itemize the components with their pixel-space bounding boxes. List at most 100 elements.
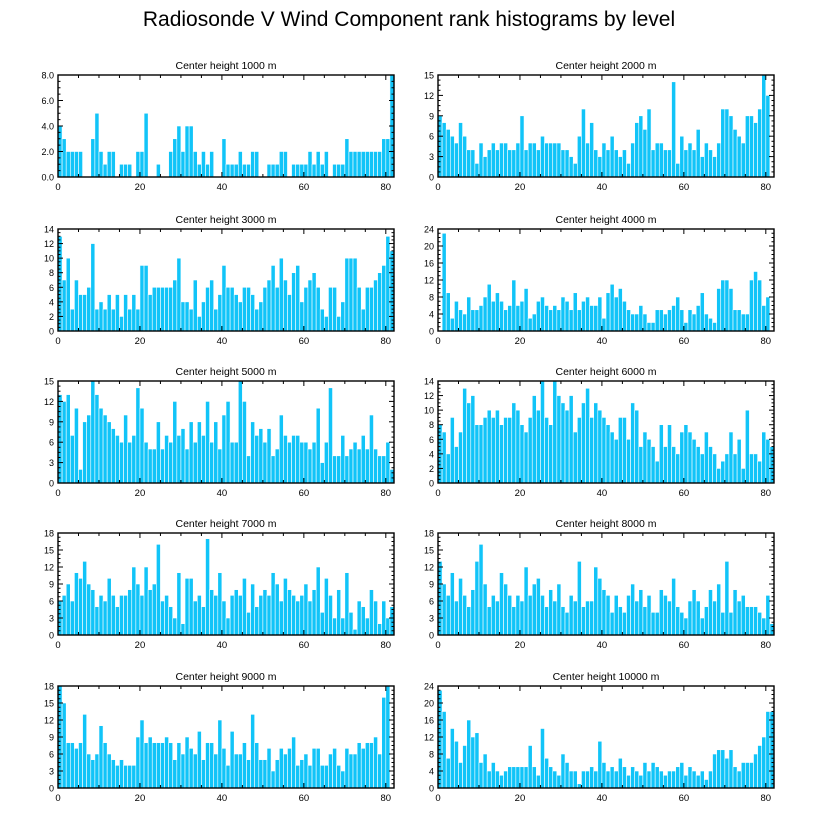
histogram-bar [724, 279, 730, 332]
histogram-bar [184, 125, 190, 178]
histogram-bar [642, 606, 648, 636]
y-tick-label: 0 [429, 173, 434, 183]
histogram-bar [646, 770, 652, 789]
histogram-bar [671, 305, 676, 332]
histogram-bar [110, 428, 116, 484]
histogram-bar [299, 595, 305, 636]
histogram-bar [213, 421, 219, 484]
histogram-bar [115, 606, 120, 636]
x-tick-label: 40 [217, 182, 228, 193]
histogram-bar [205, 286, 210, 332]
histogram-bar [650, 149, 656, 178]
x-tick-label: 0 [435, 488, 440, 499]
histogram-bar [708, 770, 713, 789]
histogram-bar [242, 578, 247, 636]
y-tick-label: 6 [429, 597, 434, 607]
y-tick-label: 0.0 [41, 173, 54, 183]
histogram-bar [188, 125, 194, 178]
histogram-bar [646, 108, 652, 178]
histogram-bar [654, 309, 660, 332]
histogram-bar [622, 300, 627, 332]
histogram-bar [613, 770, 619, 789]
histogram-bar [201, 606, 206, 636]
histogram-bar [486, 283, 492, 332]
histogram-bar [127, 589, 133, 636]
histogram-bar [519, 600, 525, 636]
histogram-bar [217, 572, 223, 636]
histogram-bar [663, 313, 668, 332]
histogram-bar [519, 115, 525, 178]
histogram-bar [151, 742, 157, 789]
histogram-bar [581, 770, 586, 789]
histogram-bar [527, 142, 533, 178]
histogram-bar [180, 753, 186, 789]
histogram-bar [757, 108, 763, 178]
histogram-bar [246, 455, 251, 484]
histogram-bar [486, 770, 492, 789]
histogram-bar [630, 313, 635, 332]
histogram-bar [589, 417, 595, 484]
histogram-bar [761, 736, 767, 789]
histogram-bar [233, 163, 239, 178]
histogram-bar [445, 129, 451, 178]
y-tick-label: 12 [44, 716, 54, 726]
histogram-bar [540, 380, 545, 484]
histogram-bar [515, 595, 521, 636]
y-tick-label: 16 [424, 716, 434, 726]
histogram-bar [98, 301, 104, 332]
histogram-bar [258, 428, 264, 484]
histogram-bar [704, 779, 709, 789]
histogram-bar [147, 736, 153, 789]
histogram-bar [609, 135, 615, 178]
histogram-bar [577, 561, 582, 636]
histogram-bar [691, 589, 697, 636]
histogram-bar [466, 606, 472, 636]
histogram-bar [716, 288, 722, 332]
histogram-panel-8: Center height 8000 m 0 20 40 60 80 0 3 6 9 12 15 18 [424, 518, 775, 651]
histogram-bar [287, 589, 292, 636]
histogram-bar [564, 149, 570, 178]
histogram-panel-7: Center height 7000 m 0 20 40 60 80 0 3 6 9 12 15 18 [44, 518, 395, 651]
histogram-bar [470, 149, 476, 178]
histogram-bar [761, 431, 767, 484]
histogram-bar [115, 294, 120, 332]
histogram-bar [671, 770, 676, 789]
histogram-bar [266, 428, 272, 484]
histogram-bar [139, 719, 145, 789]
histogram-bar [287, 441, 292, 484]
histogram-bar [270, 163, 276, 178]
histogram-bar [466, 402, 472, 484]
histogram-bar [74, 572, 79, 636]
y-tick-label: 4 [429, 449, 434, 459]
x-tick-label: 40 [217, 336, 228, 347]
histogram-bar [74, 748, 79, 789]
histogram-bar [123, 765, 128, 789]
histogram-bar [695, 774, 701, 789]
histogram-bar [246, 612, 251, 636]
histogram-bar [258, 301, 264, 332]
histogram-bar [184, 736, 190, 789]
histogram-bar [671, 578, 676, 636]
histogram-bar [445, 595, 451, 636]
histogram-bar [143, 441, 149, 484]
histogram-bar [336, 163, 342, 178]
histogram-bar [675, 163, 681, 178]
histogram-bar [568, 156, 574, 178]
histogram-bar [712, 753, 717, 789]
histogram-bar [740, 313, 746, 332]
histogram-bar [658, 770, 664, 789]
histogram-bar [720, 612, 726, 636]
histogram-bar [683, 424, 689, 484]
histogram-bar [319, 308, 325, 332]
y-tick-label: 6 [49, 438, 54, 448]
histogram-bar [229, 731, 235, 789]
histogram-bar [217, 294, 223, 332]
histogram-bar [597, 409, 603, 484]
histogram-bar [708, 149, 713, 178]
histogram-bar [360, 435, 366, 484]
histogram-bar [503, 417, 508, 484]
histogram-bar [307, 600, 313, 636]
histogram-bar [687, 309, 693, 332]
y-tick-label: 0 [49, 327, 54, 337]
histogram-bar [377, 753, 383, 789]
